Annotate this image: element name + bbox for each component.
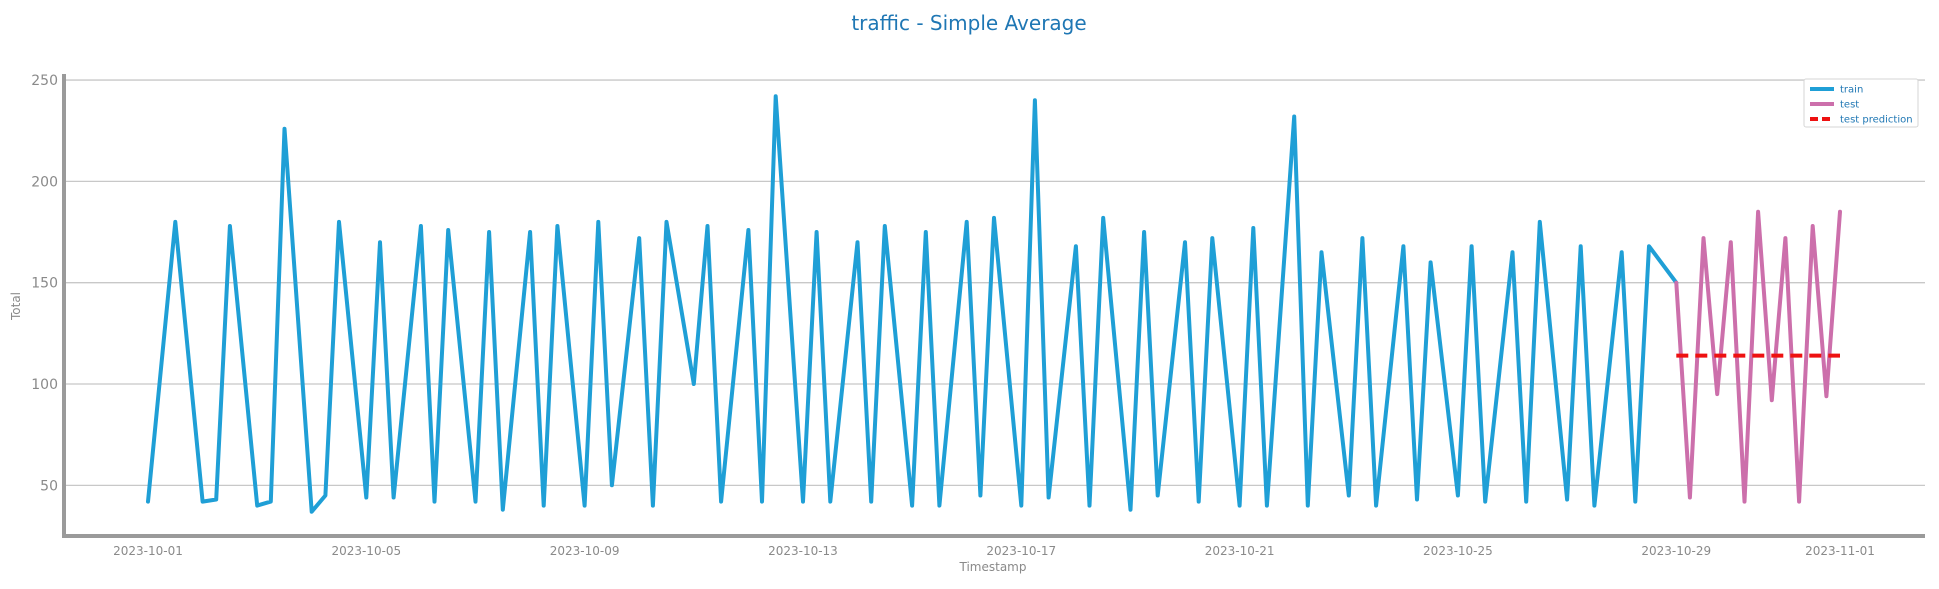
y-tick-label: 50: [40, 478, 58, 494]
chart-title: traffic - Simple Average: [851, 11, 1086, 35]
y-axis-ticks: 50 100 150 200 250: [31, 73, 58, 494]
legend: train test test prediction: [1803, 78, 1919, 128]
x-tick-label: 2023-11-01: [1805, 544, 1875, 558]
legend-label: train: [1840, 85, 1863, 96]
x-axis-title: Timestamp: [959, 560, 1027, 574]
y-tick-label: 100: [31, 377, 58, 393]
x-tick-label: 2023-10-21: [1205, 544, 1275, 558]
x-axis-ticks: 2023-10-01 2023-10-05 2023-10-09 2023-10-13…: [113, 544, 1875, 558]
x-tick-label: 2023-10-09: [550, 544, 620, 558]
x-tick-label: 2023-10-05: [331, 544, 401, 558]
y-tick-label: 250: [31, 73, 58, 89]
x-tick-label: 2023-10-25: [1423, 544, 1493, 558]
series-line-test: [1674, 209, 1842, 504]
y-axis-title: Total: [9, 292, 23, 321]
y-tick-label: 150: [31, 276, 58, 292]
series-layer: [146, 94, 1842, 514]
legend-label: test: [1840, 100, 1859, 111]
x-tick-label: 2023-10-17: [986, 544, 1056, 558]
series-line-train: [146, 94, 1679, 514]
x-tick-label: 2023-10-29: [1641, 544, 1711, 558]
x-tick-label: 2023-10-13: [768, 544, 838, 558]
y-tick-label: 200: [31, 174, 58, 190]
x-tick-label: 2023-10-01: [113, 544, 183, 558]
axes: [62, 74, 1925, 538]
legend-label: test prediction: [1840, 115, 1913, 126]
